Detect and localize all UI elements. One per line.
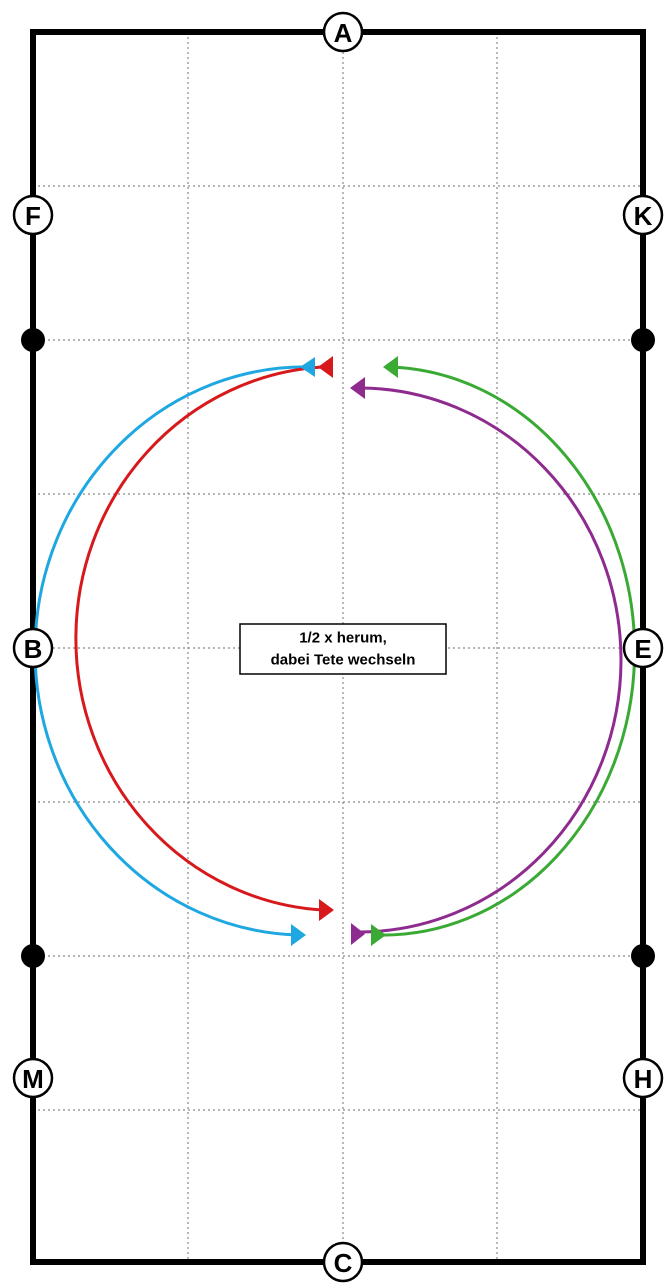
arrowhead (383, 356, 398, 378)
marker-letter: A (334, 18, 353, 48)
dot (21, 328, 45, 352)
label-box: 1/2 x herum, dabei Tete wechseln (239, 623, 447, 675)
dot (631, 328, 655, 352)
marker-circle (12, 194, 54, 236)
arrowhead (350, 377, 365, 399)
marker-circle (622, 1057, 664, 1099)
marker-circle (622, 627, 664, 669)
arrowhead (300, 357, 315, 377)
marker-letter: B (24, 634, 43, 664)
arrowhead (351, 923, 365, 945)
dot (21, 944, 45, 968)
marker-circle (322, 11, 364, 53)
purple-arc (357, 386, 623, 934)
marker-letter: E (634, 634, 651, 664)
marker-letter: H (634, 1064, 653, 1094)
marker-letter: F (25, 201, 41, 231)
red-arc (74, 365, 323, 912)
arrowhead (318, 356, 333, 378)
label-line: 1/2 x herum, (299, 630, 387, 647)
marker-circle (322, 1241, 364, 1283)
marker-circle (12, 1057, 54, 1099)
label-frame (239, 623, 447, 675)
label-line: dabei Tete wechseln (271, 652, 416, 669)
dot (631, 944, 655, 968)
marker-letter: M (22, 1064, 44, 1094)
marker-letter: C (334, 1248, 353, 1278)
arrowhead (319, 899, 334, 921)
marker-circle (12, 627, 54, 669)
arrowhead (291, 924, 306, 946)
markers: A C F K B E M H (12, 11, 664, 1283)
marker-letter: K (634, 201, 653, 231)
arrowhead (371, 924, 386, 946)
marker-circle (622, 194, 664, 236)
